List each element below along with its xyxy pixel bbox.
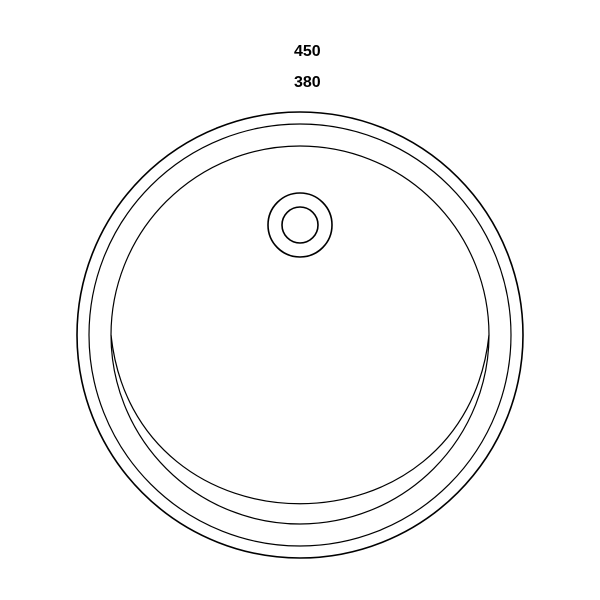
outer-rim-circle [77,112,523,558]
bowl-top-circle [111,146,489,524]
drain-inner-circle [282,207,318,243]
sink-diagram [0,0,600,600]
rim-inner-circle [89,124,511,546]
drain-outer-circle [268,193,332,257]
bowl-front-arc [111,335,489,504]
